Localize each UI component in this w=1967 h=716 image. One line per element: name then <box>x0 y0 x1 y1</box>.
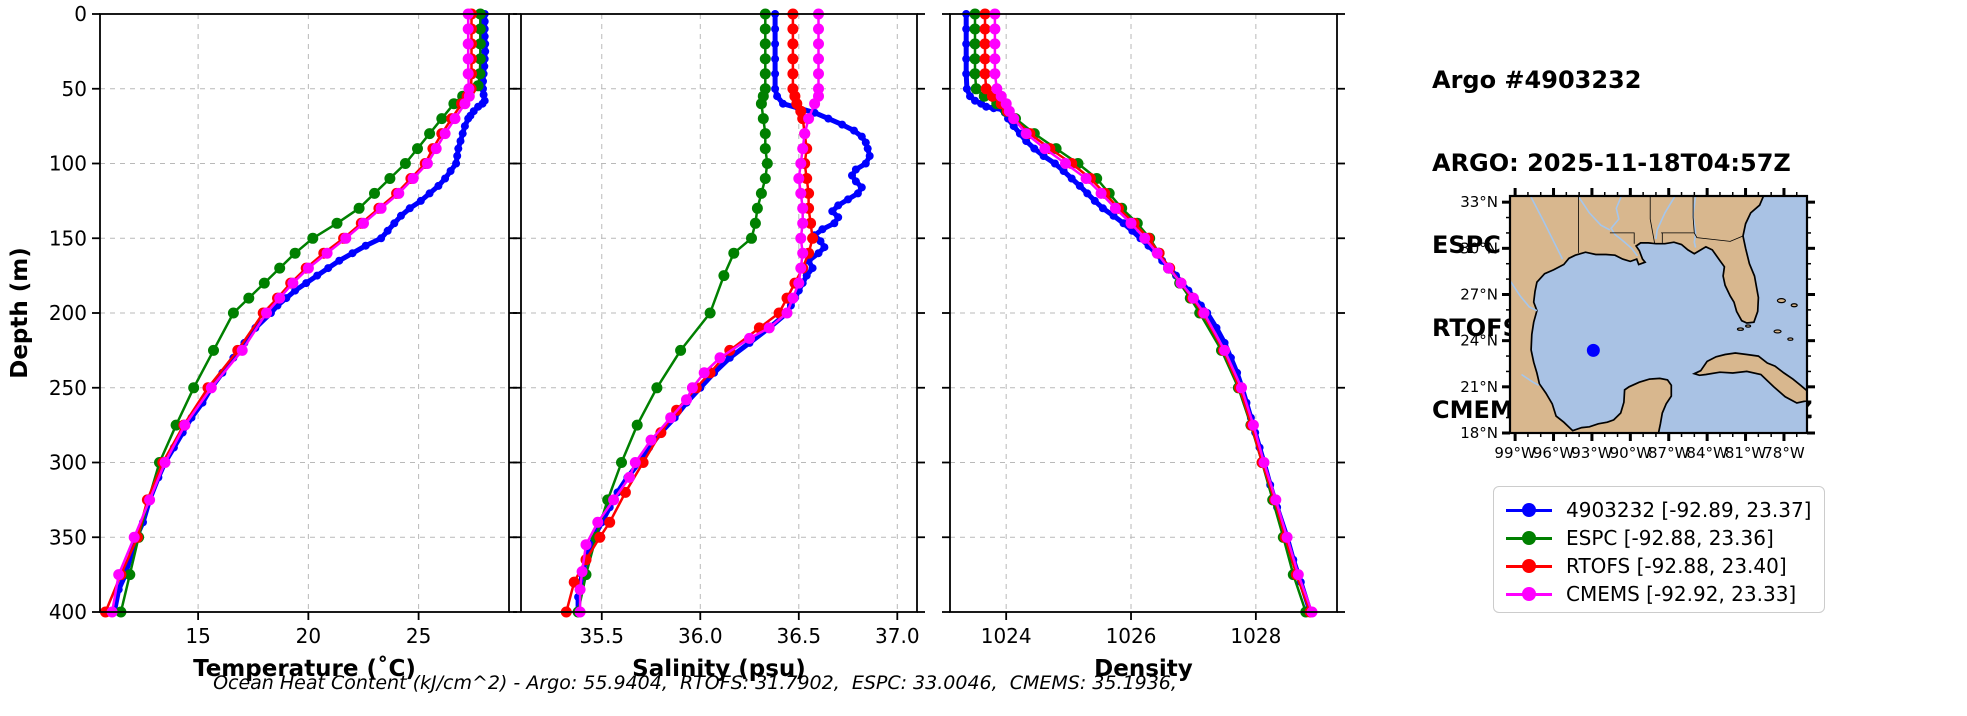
legend-label: 4903232 [-92.89, 23.37] <box>1566 498 1812 522</box>
subplot-salinity: 35.5 36.0 36.5 37.0 Salinity (psu) <box>513 8 925 682</box>
legend-item-cmems: CMEMS [-92.92, 23.33] <box>1506 580 1812 608</box>
svg-text:100: 100 <box>49 152 87 176</box>
x-axis-label: Temperature (˚C) <box>193 655 416 682</box>
map-ticks <box>1502 188 1815 441</box>
map-canvas <box>1510 196 1807 433</box>
svg-text:37.0: 37.0 <box>875 624 920 648</box>
cuba-landmass <box>1691 352 1807 404</box>
series-markers <box>989 8 1318 618</box>
svg-text:1028: 1028 <box>1230 624 1281 648</box>
svg-text:300: 300 <box>49 451 87 475</box>
legend-label: CMEMS [-92.92, 23.33] <box>1566 582 1797 606</box>
gridlines <box>100 14 509 612</box>
rtofs-line-marker-swatch <box>1506 559 1552 573</box>
svg-text:350: 350 <box>49 525 87 549</box>
svg-text:96°W: 96°W <box>1533 444 1575 462</box>
y-axis-label: Depth (m) <box>7 247 33 379</box>
map-frame <box>1508 194 1809 435</box>
ticks <box>942 13 1345 620</box>
svg-text:400: 400 <box>49 600 87 624</box>
svg-text:50: 50 <box>62 77 87 101</box>
island <box>1773 329 1782 334</box>
series-markers <box>979 8 1316 618</box>
map-svg: 33°N 30°N 27°N 24°N 21°N 18°N 99°W96°W93°W90°W… <box>1460 188 1815 462</box>
series-markers <box>574 8 824 618</box>
state-borders <box>1578 196 1744 253</box>
svg-text:84°W: 84°W <box>1686 444 1728 462</box>
svg-text:24°N: 24°N <box>1460 332 1498 350</box>
island <box>1776 298 1786 304</box>
series-CMEMS <box>106 8 475 618</box>
svg-text:1024: 1024 <box>981 624 1032 648</box>
subplot-temperature: 15 20 25050100150200250300350400Temperatur… <box>7 2 517 682</box>
series-line <box>576 14 769 613</box>
svg-text:35.5: 35.5 <box>580 624 625 648</box>
svg-text:93°W: 93°W <box>1571 444 1613 462</box>
argo-line-marker-swatch <box>1506 503 1552 517</box>
map-tick-labels: 33°N 30°N 27°N 24°N 21°N 18°N 99°W96°W93°W90°W… <box>1460 193 1805 462</box>
cmems-line-marker-swatch <box>1506 587 1552 601</box>
svg-text:200: 200 <box>49 301 87 325</box>
series-CMEMS <box>989 8 1318 618</box>
svg-text:1026: 1026 <box>1106 624 1157 648</box>
axes-frame <box>520 13 918 613</box>
svg-text:20: 20 <box>296 624 321 648</box>
x-axis-label: Density <box>1094 656 1193 682</box>
svg-text:78°W: 78°W <box>1763 444 1805 462</box>
svg-text:90°W: 90°W <box>1610 444 1652 462</box>
svg-text:25: 25 <box>406 624 431 648</box>
profile-charts: 15 20 25 0 50 100 150 200 250 300 350 400 Temperatur… <box>7 2 1345 682</box>
legend-item-espc: ESPC [-92.88, 23.36] <box>1506 524 1812 552</box>
location-map: 33°N 30°N 27°N 24°N 21°N 18°N 99°W 96°W 93°W 90°W… <box>1440 150 1870 480</box>
subplot-density: 1024 1026 1028 Density <box>942 8 1345 682</box>
float-position-marker <box>1586 343 1600 357</box>
float-title: Argo #4903232 <box>1432 66 1642 94</box>
tick-labels: 35.5 36.0 36.5 37.0 <box>580 624 920 648</box>
legend: 4903232 [-92.89, 23.37] ESPC [-92.88, 23… <box>1493 486 1825 613</box>
argo-timestamp: ARGO: 2025-11-18T04:57Z <box>1432 148 1791 177</box>
tick-labels: 1024 1026 1028 <box>981 624 1282 648</box>
legend-item-rtofs: RTOFS [-92.88, 23.40] <box>1506 552 1812 580</box>
island <box>1745 324 1752 328</box>
svg-text:81°W: 81°W <box>1725 444 1767 462</box>
series-line <box>963 14 1313 613</box>
svg-text:30°N: 30°N <box>1460 239 1498 257</box>
svg-text:99°W: 99°W <box>1494 444 1536 462</box>
x-axis-label: Salinity (psu) <box>632 656 806 682</box>
svg-text:27°N: 27°N <box>1460 285 1498 303</box>
ticks <box>513 13 925 620</box>
svg-text:21°N: 21°N <box>1460 378 1498 396</box>
espc-line-marker-swatch <box>1506 531 1552 545</box>
svg-text:0: 0 <box>74 2 87 26</box>
profiles-svg: 15 20 25050100150200250300350400Temperatur… <box>7 2 1345 682</box>
svg-text:87°W: 87°W <box>1648 444 1690 462</box>
svg-text:18°N: 18°N <box>1460 424 1498 442</box>
series-RTOFS <box>979 8 1316 618</box>
svg-text:33°N: 33°N <box>1460 193 1498 211</box>
svg-text:150: 150 <box>49 226 87 250</box>
svg-text:36.5: 36.5 <box>777 624 822 648</box>
rivers <box>1510 196 1697 387</box>
series-line <box>111 14 488 613</box>
landmass <box>1510 196 1765 433</box>
svg-text:250: 250 <box>49 376 87 400</box>
gridlines <box>521 14 917 612</box>
svg-text:15: 15 <box>185 624 210 648</box>
gridlines <box>950 14 1337 612</box>
series-markers <box>106 8 475 618</box>
legend-item-argo: 4903232 [-92.89, 23.37] <box>1506 496 1812 524</box>
series-CMEMS <box>574 8 824 618</box>
ocean-heat-content-text: Ocean Heat Content (kJ/cm^2) - Argo: 55.… <box>213 672 1177 694</box>
island <box>1787 337 1794 341</box>
legend-label: RTOFS [-92.88, 23.40] <box>1566 554 1787 578</box>
island <box>1790 303 1798 308</box>
island <box>1736 327 1745 331</box>
svg-text:36.0: 36.0 <box>678 624 723 648</box>
legend-label: ESPC [-92.88, 23.36] <box>1566 526 1774 550</box>
